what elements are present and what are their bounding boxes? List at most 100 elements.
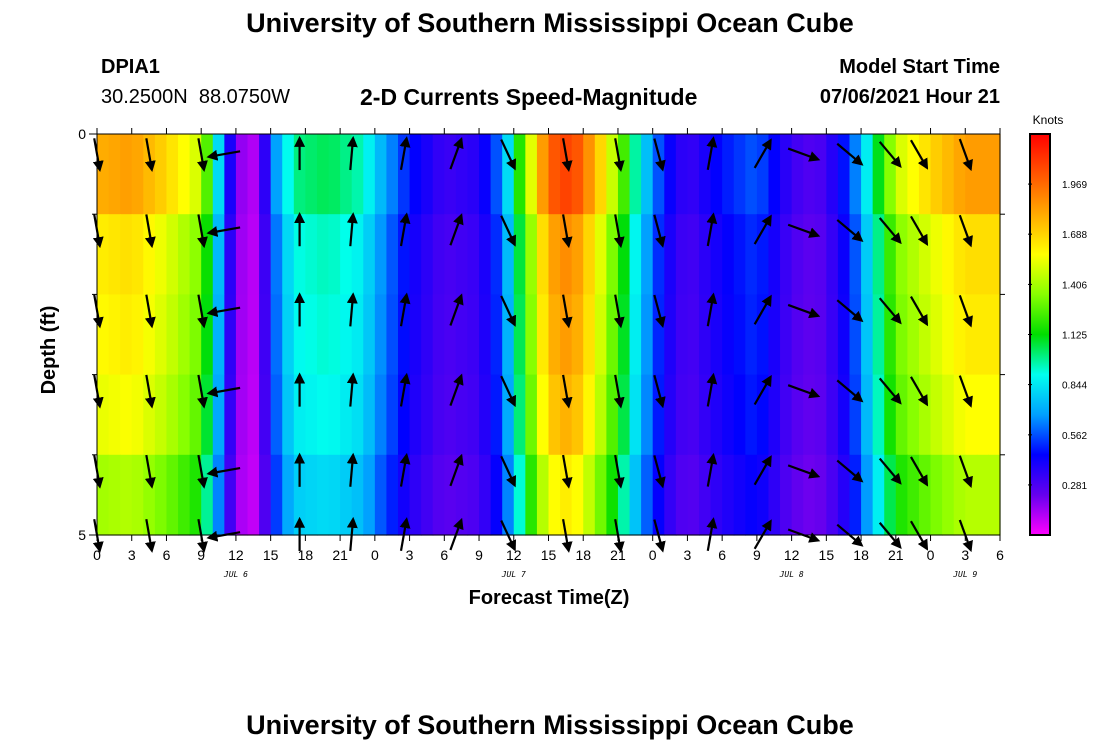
heatmap-cell bbox=[316, 374, 330, 456]
heatmap-cell bbox=[444, 134, 457, 215]
heatmap-cell bbox=[247, 294, 260, 376]
heatmap-cell bbox=[235, 454, 249, 536]
heatmap-cell bbox=[617, 374, 631, 456]
heatmap-cell bbox=[270, 454, 283, 536]
heatmap-cell bbox=[166, 134, 179, 215]
current-vector bbox=[561, 294, 573, 329]
heatmap-cell bbox=[895, 374, 908, 456]
x-tick-label: 15 bbox=[541, 547, 557, 563]
current-vector bbox=[197, 374, 208, 409]
heatmap-cell bbox=[178, 294, 191, 376]
heatmap-cell bbox=[131, 134, 144, 215]
heatmap-cell bbox=[120, 294, 133, 376]
heatmap-cell bbox=[826, 374, 839, 456]
heatmap-cell bbox=[444, 374, 457, 456]
heatmap-cell bbox=[594, 454, 607, 536]
x-tick-label: 6 bbox=[718, 547, 726, 563]
heatmap-cell bbox=[745, 294, 758, 376]
heatmap-cell bbox=[780, 214, 793, 295]
heatmap-cell bbox=[108, 134, 121, 215]
current-vector bbox=[449, 213, 464, 246]
current-vector bbox=[958, 295, 973, 328]
current-vector bbox=[878, 141, 902, 168]
heatmap-cell bbox=[166, 214, 179, 295]
heatmap-cell bbox=[305, 214, 318, 295]
current-vector bbox=[753, 214, 772, 245]
heatmap-cell bbox=[849, 214, 862, 295]
heatmap-cell bbox=[282, 214, 295, 295]
current-vector bbox=[613, 454, 625, 489]
heatmap-cell bbox=[97, 134, 110, 215]
heatmap-cell bbox=[571, 134, 584, 215]
heatmap-cell bbox=[675, 454, 689, 536]
heatmap-cell bbox=[340, 374, 353, 456]
heatmap-cell bbox=[780, 454, 793, 536]
heatmap-cell bbox=[976, 374, 990, 456]
heatmap-cell bbox=[710, 134, 723, 215]
colorbar-scale bbox=[1029, 133, 1051, 536]
heatmap-cell bbox=[710, 374, 723, 456]
heatmap-cell bbox=[976, 294, 990, 376]
current-vector bbox=[787, 464, 821, 479]
heatmap-cell bbox=[166, 294, 179, 376]
heatmap-cell bbox=[316, 134, 330, 215]
heatmap-cell bbox=[733, 214, 746, 295]
heatmap-cell bbox=[652, 454, 665, 536]
heatmap-cell bbox=[224, 134, 237, 215]
current-vector bbox=[653, 294, 666, 329]
heatmap-cell bbox=[849, 454, 862, 536]
current-vector bbox=[500, 139, 517, 171]
y-tick-label: 5 bbox=[78, 527, 86, 543]
heatmap-cell bbox=[536, 214, 550, 295]
heatmap-cell bbox=[189, 214, 202, 295]
heatmap-cell bbox=[166, 374, 179, 456]
heatmap-cell bbox=[988, 134, 1001, 215]
heatmap-cell bbox=[826, 454, 839, 536]
heatmap-cell bbox=[421, 454, 434, 536]
heatmap-cell bbox=[953, 374, 966, 456]
heatmap-cell bbox=[675, 214, 689, 295]
heatmap-cell bbox=[745, 134, 758, 215]
heatmap-cell bbox=[386, 454, 399, 536]
heatmap-cell bbox=[536, 294, 550, 376]
heatmap-cell bbox=[641, 214, 654, 295]
heatmap-cell bbox=[675, 374, 689, 456]
heatmap-cell bbox=[548, 374, 561, 456]
heatmap-cell bbox=[803, 134, 816, 215]
heatmap-cell bbox=[386, 214, 399, 295]
current-vector bbox=[449, 293, 464, 326]
heatmap-cell bbox=[861, 374, 874, 456]
heatmap-cell bbox=[583, 214, 596, 295]
heatmap-cell bbox=[791, 134, 804, 215]
heatmap-cell bbox=[409, 214, 422, 295]
y-axis-label: Depth (ft) bbox=[38, 306, 60, 395]
current-vector bbox=[449, 373, 464, 407]
heatmap-cell bbox=[351, 294, 364, 376]
current-vector bbox=[561, 214, 573, 249]
current-vector bbox=[346, 135, 358, 171]
heatmap-cell bbox=[826, 214, 839, 295]
heatmap-cell bbox=[143, 374, 156, 456]
heatmap-cell bbox=[224, 214, 237, 295]
x-tick-label: 9 bbox=[753, 547, 761, 563]
heatmap-cell bbox=[224, 294, 237, 376]
heatmap-cell bbox=[756, 134, 770, 215]
heatmap-cell bbox=[861, 294, 874, 376]
x-tick-label: 6 bbox=[996, 547, 1004, 563]
heatmap-cell bbox=[398, 454, 411, 536]
heatmap-cell bbox=[363, 374, 376, 456]
heatmap-cell bbox=[467, 454, 480, 536]
heatmap-cell bbox=[560, 214, 573, 295]
heatmap-cell bbox=[97, 454, 110, 536]
heatmap-cell bbox=[154, 294, 168, 376]
heatmap-cell bbox=[235, 294, 249, 376]
heatmap-cell bbox=[699, 294, 712, 376]
heatmap-cell bbox=[918, 294, 932, 376]
heatmap-cell bbox=[641, 454, 654, 536]
heatmap-cell bbox=[583, 454, 596, 536]
x-tick-label: 12 bbox=[228, 547, 244, 563]
heatmap-cell bbox=[617, 214, 631, 295]
heatmap-cell bbox=[837, 214, 851, 295]
current-vector bbox=[787, 303, 821, 319]
current-vector bbox=[653, 455, 666, 489]
